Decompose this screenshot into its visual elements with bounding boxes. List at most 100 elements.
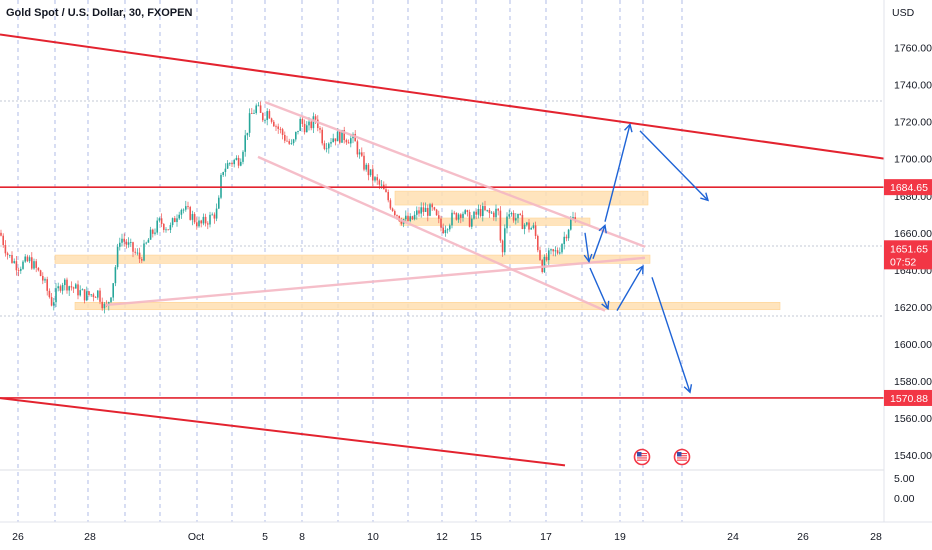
candle-body: [528, 222, 530, 230]
candle-body: [279, 128, 282, 130]
price-badge-bg: [884, 179, 932, 196]
projection-arrow: [584, 232, 590, 262]
candle-body: [244, 135, 246, 152]
candle-body: [479, 208, 482, 217]
candle-body: [215, 208, 218, 219]
candle-body: [28, 257, 31, 262]
candle-body: [532, 225, 535, 228]
arrow-head: [700, 192, 710, 202]
candle-body: [411, 216, 414, 220]
us-flag-icon[interactable]: [673, 448, 691, 466]
candle-body: [226, 163, 229, 169]
candle-body: [253, 112, 255, 114]
candle-body: [275, 126, 277, 128]
candle-body: [191, 214, 194, 220]
candle-body: [565, 236, 568, 239]
candle-body: [145, 242, 147, 244]
price-badge-bg: [884, 389, 932, 406]
candle-body: [185, 206, 187, 210]
candle-body: [523, 224, 526, 230]
candle-body: [453, 212, 455, 214]
candle-body: [211, 214, 213, 216]
price-badge-bg: [884, 253, 932, 270]
candle-body: [11, 255, 13, 263]
candle-body: [455, 212, 458, 220]
candle-body: [400, 221, 403, 224]
candle-body: [270, 118, 273, 122]
candle-body: [97, 290, 99, 298]
candle-body: [550, 249, 552, 251]
flag-stripe: [637, 459, 647, 461]
candle-body: [121, 238, 123, 243]
candle-body: [114, 267, 117, 284]
candle-body: [268, 111, 271, 119]
candle-body: [574, 217, 576, 220]
candle-body: [422, 207, 425, 212]
candle-body: [262, 112, 264, 121]
candle-body: [369, 169, 372, 176]
candle-body: [501, 240, 504, 253]
candle-body: [103, 303, 106, 309]
candle-body: [488, 209, 491, 214]
time-tick-label: 28: [870, 531, 882, 543]
event-markers[interactable]: [633, 448, 691, 466]
candle-body: [66, 279, 68, 291]
projection-arrow: [592, 225, 606, 259]
candle-body: [127, 242, 130, 245]
price-badge: 1570.88: [884, 389, 932, 406]
lower-scale-tick-label: 5.00: [894, 473, 915, 485]
time-tick-label: Oct: [188, 531, 204, 543]
candle-body: [332, 138, 334, 143]
projection-arrow: [616, 265, 644, 311]
candle-body: [517, 213, 519, 219]
candle-body: [112, 283, 114, 298]
time-axis[interactable]: 26 28 Oct 5 8 10 12 15 17 19 24 26 28: [12, 531, 882, 543]
candle-body: [130, 242, 132, 243]
flag-field: [637, 452, 647, 461]
candle-body: [196, 222, 198, 227]
chart-title: Gold Spot / U.S. Dollar, 30, FXOPEN: [6, 7, 192, 19]
candle-body: [174, 218, 176, 223]
candle-body: [6, 253, 9, 256]
candle-body: [246, 132, 249, 136]
candle-body: [46, 279, 48, 291]
candle-body: [460, 214, 462, 218]
price-badge: 1684.65: [884, 179, 932, 196]
us-flag-icon[interactable]: [633, 448, 651, 466]
candle-body: [165, 229, 167, 231]
candle-body: [218, 197, 220, 209]
price-tick-label: 1600.00: [894, 339, 932, 351]
candle-body: [110, 297, 112, 303]
candle-body: [323, 143, 326, 149]
candle-body: [255, 105, 257, 113]
candle-body: [53, 302, 55, 306]
candle-body: [222, 172, 224, 175]
candle-body: [176, 218, 178, 223]
candle-body: [33, 261, 35, 269]
projection-arrow: [639, 130, 709, 201]
arrow-head: [624, 123, 633, 133]
candle-body: [31, 257, 33, 269]
candle-body: [530, 227, 532, 230]
candle-body: [220, 174, 222, 198]
candle-body: [39, 270, 42, 276]
candle-body: [336, 131, 339, 142]
candle-body: [385, 189, 387, 193]
candle-body: [171, 218, 174, 226]
candle-body: [561, 244, 563, 253]
candle-body: [559, 252, 561, 254]
candle-body: [556, 250, 559, 254]
candle-body: [26, 256, 29, 262]
candle-body: [9, 255, 11, 256]
candle-body: [160, 218, 163, 224]
candle-body: [363, 155, 365, 170]
candle-body: [537, 235, 539, 251]
price-zone: [54, 254, 651, 264]
price-tick-label: 1720.00: [894, 117, 932, 129]
candle-body: [409, 216, 411, 221]
candle-body: [446, 229, 449, 231]
candle-body: [288, 141, 290, 144]
